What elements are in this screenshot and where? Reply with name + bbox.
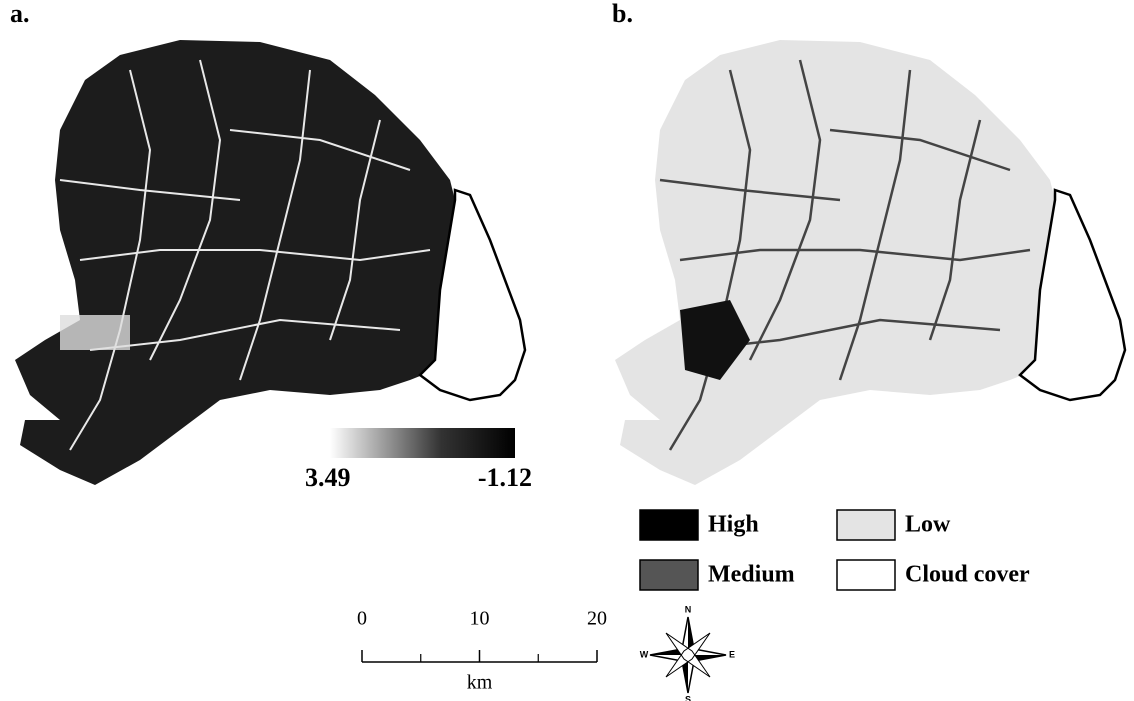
legend-swatch	[837, 510, 895, 540]
scale-label: 10	[470, 608, 490, 630]
figure: a. 3.49 -1.12 b. High Medium Low Cloud cove…	[0, 0, 1134, 701]
map-area	[15, 40, 455, 485]
legend-swatch	[837, 560, 895, 590]
panel-a: a. 3.49 -1.12	[10, 0, 532, 492]
colorbar-min: -1.12	[478, 463, 532, 492]
panel-label: b.	[612, 0, 633, 28]
compass-s: S	[685, 694, 691, 701]
compass-e: E	[729, 649, 735, 659]
panel-b: b.	[612, 0, 1125, 485]
compass: N E S W	[640, 604, 735, 701]
compass-n: N	[685, 604, 692, 614]
legend-label: High	[708, 512, 759, 538]
bright-patch	[60, 315, 130, 350]
compass-w: W	[640, 649, 649, 659]
map-area	[615, 40, 1055, 485]
legend-swatch	[640, 560, 698, 590]
legend-swatch	[640, 510, 698, 540]
scale-label: 0	[357, 608, 367, 630]
scale-bar: 0 10 20 km	[357, 608, 607, 694]
panel-label: a.	[10, 0, 30, 28]
legend-label: Medium	[708, 562, 795, 588]
scale-unit: km	[467, 672, 493, 694]
colorbar	[330, 428, 515, 458]
legend: High Medium Low Cloud cover	[640, 510, 1030, 590]
legend-label: Cloud cover	[905, 562, 1030, 588]
legend-label: Low	[905, 512, 951, 538]
colorbar-max: 3.49	[305, 463, 351, 492]
scale-label: 20	[587, 608, 607, 630]
